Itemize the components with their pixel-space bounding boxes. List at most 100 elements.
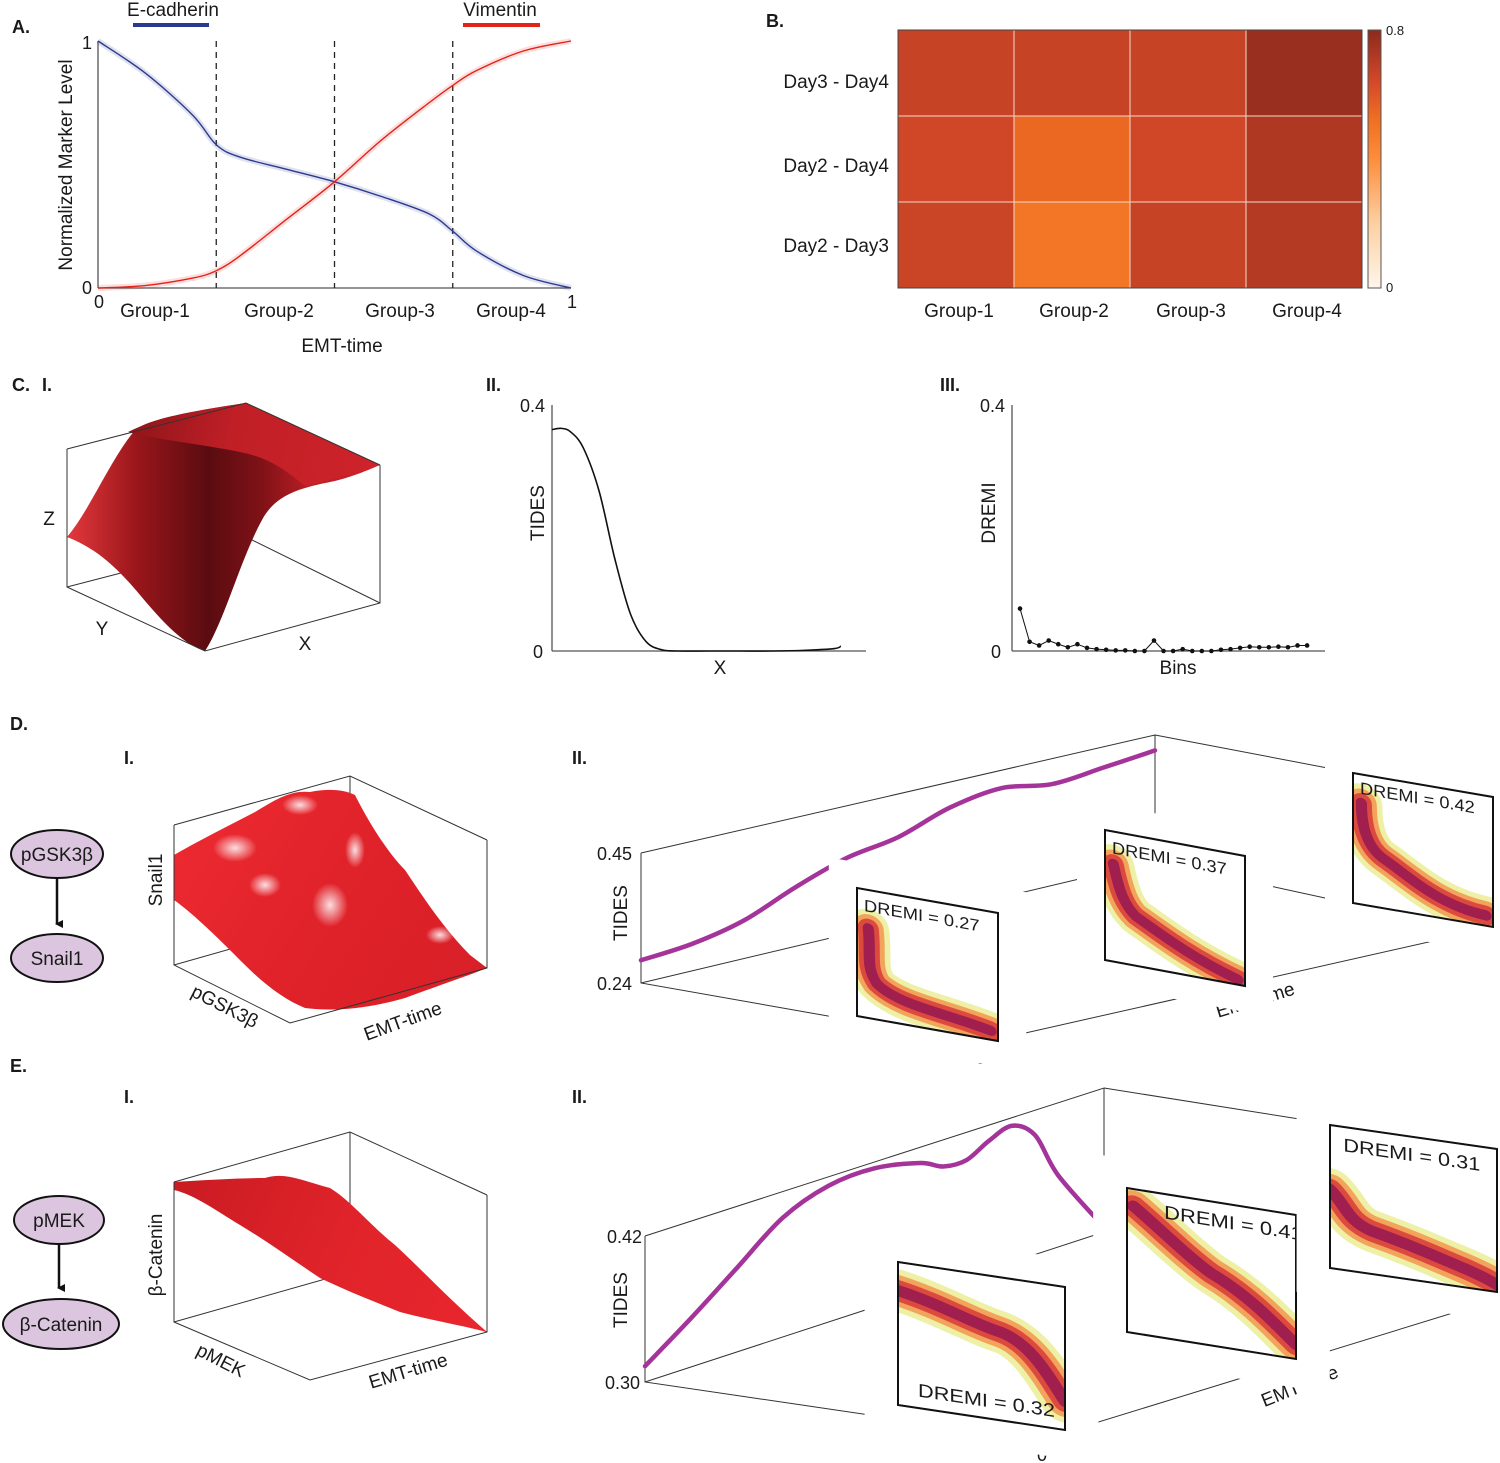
dremi-point bbox=[1036, 643, 1042, 648]
x-axis-label: EMT-time bbox=[301, 336, 382, 357]
x-tick-label: 0 bbox=[94, 292, 104, 312]
dremi-inset: DREMI = 0.32 bbox=[864, 1228, 1099, 1463]
column-label: Group-2 bbox=[1039, 301, 1109, 322]
subpanel-label-e-ii: II. bbox=[572, 1087, 587, 1107]
heatmap-cell bbox=[1245, 29, 1363, 117]
line-plot-c-ii: II. 0.4 0 TIDES X bbox=[486, 375, 866, 679]
density-band bbox=[862, 923, 997, 1037]
heatmap-cell bbox=[1245, 201, 1363, 289]
y-axis-label: Y bbox=[96, 619, 109, 640]
dremi-inset: DREMI = 0.41 bbox=[1093, 1153, 1330, 1394]
surface-highlight bbox=[282, 795, 318, 815]
subpanel-label-e-i: I. bbox=[124, 1087, 134, 1107]
subpanel-label-d-i: I. bbox=[124, 748, 134, 768]
subpanel-label-c-ii: II. bbox=[486, 375, 501, 395]
group-label: Group-1 bbox=[120, 301, 190, 322]
heatmap-cell bbox=[897, 29, 1015, 117]
surface bbox=[174, 1175, 487, 1332]
plot-area-a bbox=[96, 38, 572, 291]
colorbar-tick-label: 0.8 bbox=[1386, 23, 1404, 38]
panel-c: C. I. Z Y X II. 0.4 0 TIDES X III. bbox=[12, 375, 1325, 679]
y-axis-label: pMEK bbox=[193, 1340, 249, 1382]
dremi-point bbox=[1266, 645, 1272, 650]
panel-e: E. I. II. pMEK β-Catenin β-Catenin pMEK … bbox=[2, 1056, 1500, 1463]
plot-area-d-ii: DREMI = 0.27 DREMI = 0.37 DREMI = 0.42 bbox=[638, 742, 1500, 1072]
surface-highlight bbox=[426, 926, 454, 944]
dremi-point bbox=[1304, 643, 1310, 648]
heatmap-border bbox=[897, 29, 1363, 289]
pathway-diagram-e: pMEK β-Catenin bbox=[2, 1195, 120, 1350]
box-edge bbox=[66, 402, 381, 466]
dremi-line bbox=[1019, 608, 1308, 652]
box-edge bbox=[173, 825, 488, 1024]
heatmap-cell bbox=[897, 115, 1015, 203]
inset-clip bbox=[1296, 1091, 1500, 1326]
surface-highlight bbox=[213, 834, 257, 862]
box-edge bbox=[66, 572, 122, 588]
panel-a: A. E-cadherin Vimentin 1 0 0 1 Group-1 G… bbox=[12, 0, 577, 357]
row-label: Day2 - Day3 bbox=[783, 236, 889, 257]
tides-3d-plot-e-ii: 0.42 0.30 TIDES 0 1 EMT-time DREMI = 0.3… bbox=[605, 1087, 1500, 1463]
z-axis-label: Snail1 bbox=[146, 854, 167, 907]
dremi-point bbox=[1017, 606, 1023, 611]
group-label: Group-3 bbox=[365, 301, 435, 322]
node-label: pMEK bbox=[33, 1211, 85, 1232]
y-tick-label: 0.30 bbox=[605, 1373, 640, 1393]
tides-3d-plot-d-ii: 0.45 0.24 TIDES 0 1 EMT-time DREMI = 0.2… bbox=[597, 734, 1500, 1072]
subpanel-label-d-ii: II. bbox=[572, 748, 587, 768]
tides-line bbox=[551, 427, 842, 652]
x-axis-label: Bins bbox=[1160, 658, 1197, 679]
column-label: Group-3 bbox=[1156, 301, 1226, 322]
dremi-point bbox=[1065, 645, 1071, 650]
box-edge bbox=[247, 537, 381, 604]
subpanel-label-c-i: I. bbox=[42, 375, 52, 395]
dremi-point bbox=[1161, 648, 1166, 654]
surface-highlight bbox=[312, 883, 348, 927]
surface-plot-e-i: β-Catenin pMEK EMT-time bbox=[146, 1131, 488, 1394]
surface-plot-c-i: Z Y X bbox=[43, 402, 381, 655]
y-axis-label: TIDES bbox=[611, 1272, 632, 1328]
density-band bbox=[891, 1284, 1072, 1408]
dremi-point bbox=[1189, 648, 1195, 654]
dremi-point bbox=[1132, 648, 1138, 654]
inset-frame bbox=[857, 888, 998, 1041]
dremi-point bbox=[1027, 639, 1032, 645]
heatmap-cell bbox=[1129, 29, 1247, 117]
x-tick-label: 1 bbox=[567, 292, 577, 312]
dremi-point bbox=[1237, 645, 1243, 651]
pathway-diagram-d: pGSK3β Snail1 bbox=[10, 829, 104, 983]
surface-highlight bbox=[345, 832, 365, 868]
y-axis-label: Normalized Marker Level bbox=[56, 59, 77, 270]
heatmap-cell bbox=[1245, 115, 1363, 203]
node-snail1 bbox=[10, 933, 104, 983]
density-band bbox=[1323, 1183, 1500, 1291]
box-edge bbox=[644, 1087, 1105, 1237]
z-axis-label: β-Catenin bbox=[146, 1214, 167, 1297]
inset-clip bbox=[1325, 742, 1500, 958]
plot-area-c-iii bbox=[1017, 606, 1310, 654]
heatmap-cell bbox=[1129, 201, 1247, 289]
density-band bbox=[1127, 1200, 1303, 1351]
panel-b: B. Day3 - Day4 Day2 - Day4 Day2 - Day3 G… bbox=[766, 11, 1404, 322]
subpanel-label-c-iii: III. bbox=[940, 375, 960, 395]
dremi-point bbox=[1055, 641, 1061, 647]
dremi-point bbox=[1228, 646, 1233, 652]
plot-area-c-ii bbox=[551, 427, 842, 652]
dremi-point bbox=[1247, 644, 1252, 649]
inset-frame bbox=[1127, 1188, 1296, 1359]
box-edge bbox=[173, 1182, 488, 1381]
panel-label-e: E. bbox=[10, 1056, 27, 1076]
y-tick-label: 0.42 bbox=[607, 1227, 642, 1247]
panel-d: D. I. II. pGSK3β Snail1 Snail1 pGSK3β EM… bbox=[10, 714, 1500, 1072]
dremi-point bbox=[1276, 644, 1281, 649]
dremi-point bbox=[1094, 646, 1099, 652]
density-band bbox=[1107, 858, 1244, 985]
dremi-point bbox=[1209, 648, 1214, 654]
z-axis-label: Z bbox=[43, 509, 55, 530]
node-label: β-Catenin bbox=[20, 1315, 103, 1336]
dremi-inset: DREMI = 0.42 bbox=[1325, 742, 1500, 958]
y-tick-label: 0 bbox=[991, 642, 1001, 662]
tides-line bbox=[638, 748, 1158, 963]
node-label: pGSK3β bbox=[21, 845, 93, 866]
